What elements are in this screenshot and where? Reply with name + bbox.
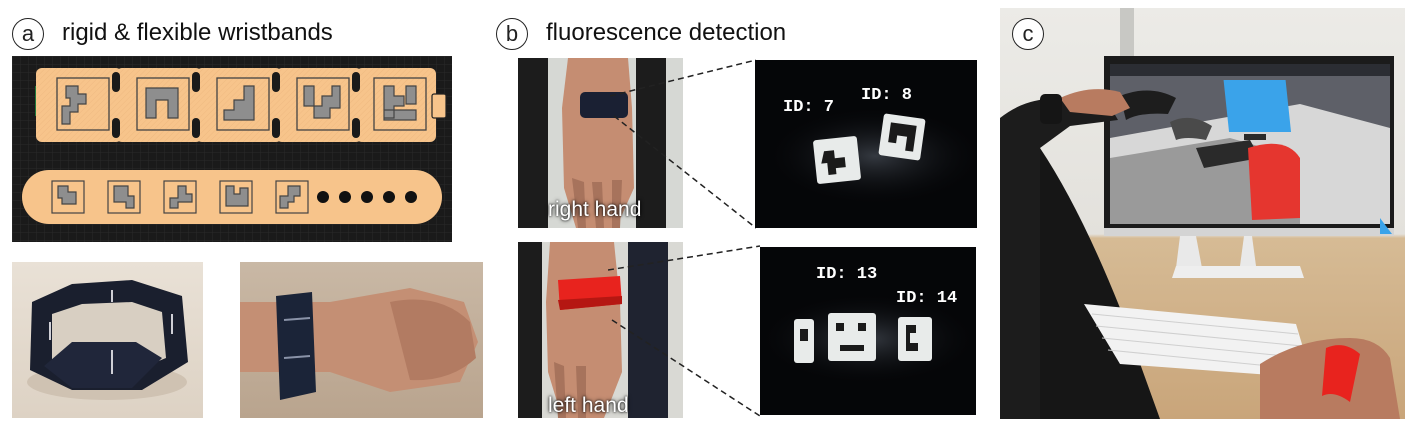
left-hand-photo: left hand bbox=[518, 242, 683, 418]
marker-tag-7 bbox=[813, 136, 861, 184]
right-hand-label: right hand bbox=[548, 198, 642, 221]
panel-b-badge: b bbox=[496, 18, 528, 50]
detected-id-label: ID: 14 bbox=[896, 289, 958, 308]
detected-id-label: ID: 8 bbox=[861, 86, 913, 105]
right-hand-fluorescence-view: ID: 7 ID: 8 bbox=[755, 60, 977, 228]
rigid-band-photo bbox=[12, 262, 203, 418]
marker-tag-8 bbox=[878, 113, 926, 161]
panel-c-badge: c bbox=[1012, 18, 1044, 50]
wristband-on-arm-photo bbox=[240, 262, 483, 418]
rigid-band bbox=[36, 68, 447, 142]
marker-tag-14 bbox=[898, 317, 932, 361]
panel-b-title: fluorescence detection bbox=[546, 19, 787, 46]
zoom-lines-left bbox=[608, 245, 761, 417]
vr-desk-scene-photo bbox=[1000, 8, 1405, 419]
detected-id-label: ID: 13 bbox=[816, 265, 878, 284]
panel-a-badge: a bbox=[12, 18, 44, 50]
zoom-lines-right bbox=[610, 59, 757, 229]
right-hand-photo: right hand bbox=[518, 58, 683, 228]
left-hand-label: left hand bbox=[548, 394, 629, 417]
marker-tag-left-edge bbox=[794, 319, 814, 363]
flexible-band bbox=[22, 170, 442, 224]
marker-tag-13 bbox=[828, 313, 876, 361]
panel-a-title: rigid & flexible wristbands bbox=[62, 19, 333, 46]
detected-id-label: ID: 7 bbox=[783, 98, 835, 117]
monitor bbox=[1104, 56, 1394, 278]
left-hand-fluorescence-view: ID: 13 ID: 14 bbox=[760, 247, 976, 415]
wristband-design-diagram bbox=[12, 56, 452, 242]
